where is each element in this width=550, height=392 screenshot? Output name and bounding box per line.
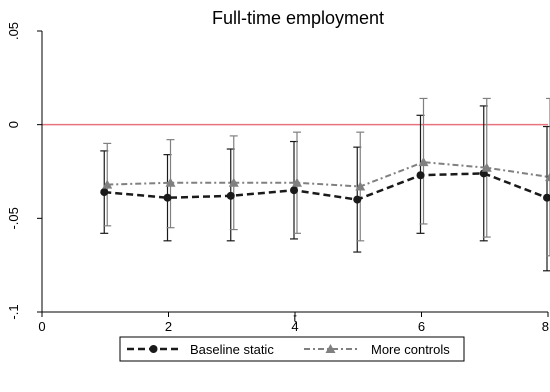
series-lines	[104, 161, 550, 201]
data-point-circle	[290, 186, 298, 195]
data-point-circle	[543, 193, 550, 202]
series-line-2	[107, 161, 550, 188]
data-point-triangle	[355, 181, 366, 191]
x-axis-label: t	[293, 311, 297, 325]
legend-label-1: Baseline static	[190, 342, 274, 357]
axes	[37, 30, 549, 317]
plot-area	[42, 97, 550, 272]
data-point-triangle	[165, 177, 176, 187]
data-point-triangle	[228, 177, 239, 187]
series-markers	[100, 157, 550, 204]
data-point-triangle	[292, 177, 302, 187]
y-tick-label: -.05	[6, 207, 21, 229]
legend-label-2: More controls	[371, 342, 450, 357]
x-tick-label: 4	[291, 319, 298, 334]
x-tick-label: 6	[418, 319, 425, 334]
data-point-circle	[163, 193, 172, 202]
x-tick-label: 8	[542, 319, 549, 334]
data-point-circle	[416, 171, 425, 180]
x-tick-label: 2	[165, 319, 172, 334]
data-point-circle	[353, 195, 362, 204]
data-point-triangle	[545, 172, 550, 182]
legend: Baseline static More controls	[119, 336, 465, 362]
tick-labels: .05 0 -.05 -.1 0 2 4 6 8	[6, 22, 549, 334]
data-point-circle	[100, 188, 109, 197]
y-tick-label: 0	[6, 121, 21, 128]
chart-title: Full-time employment	[212, 8, 384, 28]
series-line-1	[104, 172, 548, 201]
data-point-triangle	[418, 157, 429, 167]
data-point-triangle	[102, 179, 113, 189]
legend-marker-triangle	[325, 344, 336, 353]
x-tick-label: 0	[38, 319, 45, 334]
data-point-circle	[226, 191, 235, 200]
legend-marker-circle	[149, 345, 158, 353]
data-point-triangle	[481, 162, 492, 172]
y-tick-label: .05	[6, 22, 21, 40]
y-tick-label: -.1	[6, 304, 21, 319]
